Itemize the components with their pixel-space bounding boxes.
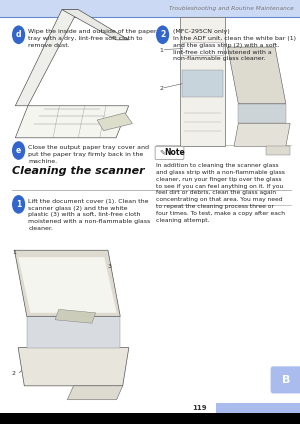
Polygon shape xyxy=(227,47,286,103)
Polygon shape xyxy=(97,113,133,131)
Polygon shape xyxy=(234,123,290,146)
Polygon shape xyxy=(18,348,129,386)
Polygon shape xyxy=(62,10,129,40)
Polygon shape xyxy=(15,106,129,138)
FancyBboxPatch shape xyxy=(271,366,300,393)
Bar xyxy=(182,42,223,55)
Text: Cleaning the scanner: Cleaning the scanner xyxy=(12,166,145,176)
Text: 3: 3 xyxy=(108,264,112,269)
Polygon shape xyxy=(14,250,120,316)
Text: d: d xyxy=(16,30,21,39)
Text: e: e xyxy=(16,146,21,155)
Circle shape xyxy=(12,195,25,214)
Text: 1: 1 xyxy=(159,47,163,53)
Polygon shape xyxy=(55,310,96,323)
Text: Troubleshooting and Routine Maintenance: Troubleshooting and Routine Maintenance xyxy=(169,6,294,11)
Circle shape xyxy=(12,141,25,160)
Text: 2: 2 xyxy=(159,86,163,91)
FancyBboxPatch shape xyxy=(155,146,184,159)
Bar xyxy=(0,0,300,17)
Text: 119: 119 xyxy=(192,405,207,411)
Polygon shape xyxy=(180,17,225,146)
Text: 2: 2 xyxy=(160,30,165,39)
Text: 1: 1 xyxy=(16,200,21,209)
Polygon shape xyxy=(238,103,286,123)
Bar xyxy=(0,413,300,424)
Text: Note: Note xyxy=(164,148,185,157)
Text: ✎: ✎ xyxy=(160,150,166,156)
Polygon shape xyxy=(15,10,78,106)
Text: Wipe the inside and outside of the paper
tray with a dry, lint-free soft cloth t: Wipe the inside and outside of the paper… xyxy=(28,29,157,48)
Circle shape xyxy=(156,25,169,44)
Text: (MFC-295CN only)
In the ADF unit, clean the white bar (1)
and the glass strip (2: (MFC-295CN only) In the ADF unit, clean … xyxy=(172,29,296,61)
Polygon shape xyxy=(68,386,123,400)
Polygon shape xyxy=(266,146,290,156)
Text: Lift the document cover (1). Clean the
scanner glass (2) and the white
plastic (: Lift the document cover (1). Clean the s… xyxy=(28,199,151,231)
Bar xyxy=(216,403,300,413)
Text: 1: 1 xyxy=(12,250,16,255)
Polygon shape xyxy=(27,316,120,348)
Text: Close the output paper tray cover and
put the paper tray firmly back in the
mach: Close the output paper tray cover and pu… xyxy=(28,145,149,164)
Text: In addition to cleaning the scanner glass
and glass strip with a non-flammable g: In addition to cleaning the scanner glas… xyxy=(156,163,285,223)
Circle shape xyxy=(12,25,25,44)
Text: B: B xyxy=(282,375,291,385)
Text: 2: 2 xyxy=(12,371,16,377)
Bar xyxy=(182,70,223,98)
Polygon shape xyxy=(18,257,116,313)
